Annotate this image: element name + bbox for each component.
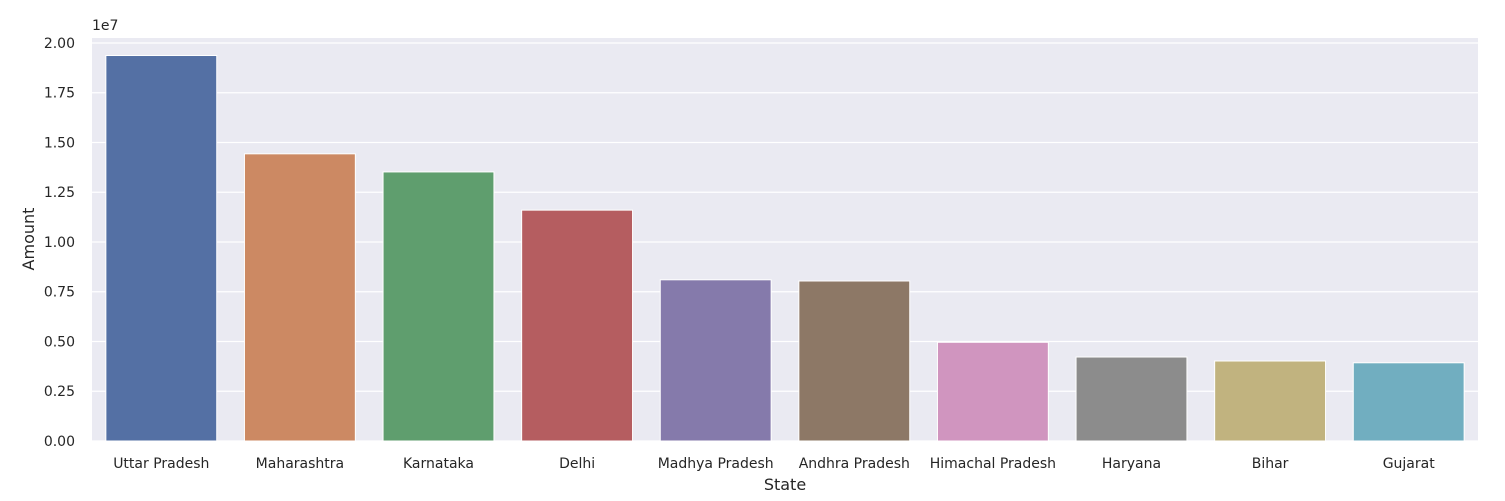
x-tick-label: Karnataka [403,456,474,472]
bar [1075,356,1188,442]
y-tick-label: 1.00 [44,235,75,251]
y-tick-label: 0.25 [44,384,75,400]
x-axis-label: State [764,475,806,494]
bar [1214,360,1327,442]
bar [521,209,634,442]
y-tick-label: 0.75 [44,285,75,301]
y-tick-label: 0.00 [44,434,75,450]
y-tick-label: 1.25 [44,185,75,201]
y-tick-label: 1.50 [44,135,75,151]
x-tick-label: Himachal Pradesh [930,456,1056,472]
bar [105,55,218,442]
x-tick-label: Bihar [1252,456,1289,472]
bar [798,280,911,442]
x-tick-label: Delhi [559,456,595,472]
x-tick-label: Andhra Pradesh [799,456,910,472]
x-tick-label: Madhya Pradesh [658,456,774,472]
bar [243,153,356,442]
y-tick-label: 2.00 [44,36,75,52]
y-tick-label: 0.50 [44,334,75,350]
y-axis-offset-label: 1e7 [92,18,118,34]
x-tick-label: Uttar Pradesh [113,456,209,472]
bar [659,279,772,442]
x-tick-label: Maharashtra [256,456,344,472]
y-axis-label: Amount [19,208,38,271]
bar [382,171,495,442]
bar [936,341,1049,442]
y-axis-ticks: 0.00 0.25 0.50 0.75 1.00 1.25 1.50 1.75 2.00 [44,36,75,450]
bar [1352,362,1465,442]
y-tick-label: 1.75 [44,86,75,102]
x-tick-label: Gujarat [1383,456,1436,472]
bars [105,55,1465,442]
x-tick-label: Haryana [1102,456,1161,472]
x-axis-ticks: Uttar Pradesh Maharashtra Karnataka Delhi Ma… [113,456,1435,472]
